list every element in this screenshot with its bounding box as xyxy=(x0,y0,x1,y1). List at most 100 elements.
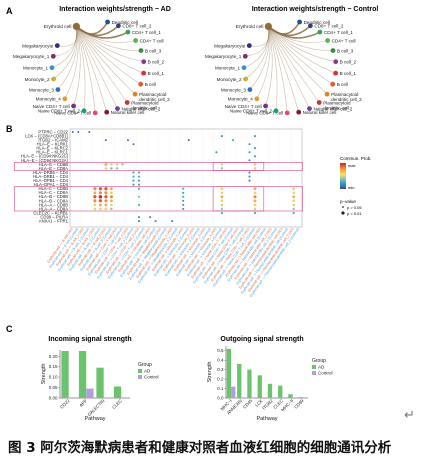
bubble-dot xyxy=(220,199,224,203)
network-node-label: dendritic cell_2 xyxy=(331,97,362,102)
network-node xyxy=(333,59,339,65)
bar-x-axis-label: Pathway xyxy=(256,416,277,422)
bubble-dot xyxy=(182,199,185,202)
network-node xyxy=(308,23,313,29)
bar xyxy=(267,383,273,398)
network-node-label: Natural killer cell_2 xyxy=(314,106,353,111)
network-node xyxy=(307,106,312,111)
network-node xyxy=(92,110,98,116)
bubble-dot xyxy=(220,191,224,195)
network-edge xyxy=(76,26,86,111)
bubble-dot xyxy=(132,179,135,182)
pvalue-legend-small-dot xyxy=(342,206,344,208)
pvalue-legend: p−value p > 0.05 p < 0.01 xyxy=(340,199,362,216)
bar-y-axis-label: Strength xyxy=(41,364,47,385)
bubble-highlight-box xyxy=(212,186,265,212)
bar xyxy=(278,385,283,398)
network-node-label: Plasmacytoid xyxy=(139,92,167,97)
network-node xyxy=(246,43,252,48)
bubble-row-label: HLA−C − CD8B xyxy=(38,186,68,191)
network-node xyxy=(125,29,131,35)
network-node-label: CD8+ T cell_2 xyxy=(122,24,152,29)
colorbar-legend: Commun. Prob. max min xyxy=(340,156,372,190)
network-node-label: B cell xyxy=(145,82,156,87)
network-node xyxy=(50,53,56,59)
bar-y-axis-label: Strength xyxy=(207,362,213,383)
bubble-dot xyxy=(110,191,113,195)
bubble-dot xyxy=(137,203,141,207)
paragraph-return-mark: ↵ xyxy=(404,408,415,423)
bubble-dot xyxy=(292,199,296,203)
network-node xyxy=(81,108,87,114)
colorbar-min-label: min xyxy=(348,185,354,190)
bubble-dot xyxy=(220,163,224,166)
bar-legend-swatch xyxy=(138,369,142,373)
bubble-dot xyxy=(220,135,223,138)
bubble-dot xyxy=(231,138,235,142)
network-node xyxy=(55,87,61,92)
network-node-label: Dendritic cell xyxy=(304,20,330,25)
network-source-label: Erythroid cell xyxy=(236,24,264,30)
network-edge xyxy=(245,26,270,80)
panel-c-signal-strength: Incoming signal strength Outgoing signal… xyxy=(41,336,333,422)
bubble-dot xyxy=(121,163,124,166)
bubble-dot xyxy=(137,179,141,182)
network-edge xyxy=(76,26,144,62)
bubble-grid xyxy=(69,129,303,227)
network-node-label: CD4+ T cell xyxy=(140,38,164,43)
network-node xyxy=(133,38,139,43)
bubble-dot xyxy=(98,191,102,195)
bar xyxy=(257,375,262,398)
bubble-dot xyxy=(220,207,224,211)
network-node xyxy=(138,48,144,53)
network-node xyxy=(273,108,279,114)
bubble-dot xyxy=(253,167,257,170)
network-node-label: Naive CD4+ T cell xyxy=(225,104,262,109)
network-node-label: Naive CD8+ T cell_2 xyxy=(38,109,81,114)
bubble-dot xyxy=(248,159,251,162)
bar-y-tick-label: 0.05 xyxy=(49,385,58,390)
bubble-row-label: PTPRC − CD22 xyxy=(38,129,68,134)
bar-category-label: ITGB2 xyxy=(261,398,274,411)
network-node-label: Megakaryocyte xyxy=(22,43,54,48)
network-node xyxy=(297,19,302,25)
bubble-dot xyxy=(248,179,251,182)
bubble-row-label: HLA−E − CD8A xyxy=(39,166,69,171)
network-edge xyxy=(268,26,333,85)
bubble-dot xyxy=(98,187,103,191)
network-node xyxy=(254,96,260,102)
bubble-row-label: HLA−B − CD8A xyxy=(39,198,69,203)
bubble-row-label: CD99 − PILRA xyxy=(40,215,68,220)
bubble-dot xyxy=(137,183,141,186)
bar-category-label: CD45 xyxy=(242,398,254,410)
network-node xyxy=(330,81,336,87)
network-node xyxy=(124,100,130,105)
bubble-dot xyxy=(182,191,185,194)
bar-legend-title: Group xyxy=(312,358,326,364)
network-node xyxy=(296,109,302,115)
bubble-row-label: CLEC2C − KLRB1 xyxy=(33,210,68,215)
network-node-label: CD4+ T cell xyxy=(332,38,356,43)
network-edge xyxy=(76,26,144,74)
bubble-dot xyxy=(110,207,113,211)
network-edge xyxy=(268,26,328,43)
bubble-row-label: HLA−E − (CD94:NKG2A) xyxy=(21,158,69,163)
bubble-dot xyxy=(93,195,97,199)
bubble-dot xyxy=(137,175,141,178)
network-edge xyxy=(268,26,288,113)
pvalue-legend-title: p−value xyxy=(340,199,356,204)
bubble-row-label: HLA−DPB1 − CD4 xyxy=(33,178,68,183)
bubble-row-label: HLA−E − KLRC1 xyxy=(36,150,68,155)
network-node-label: Monocyte_1 xyxy=(215,66,240,71)
bar-legend-swatch xyxy=(138,375,142,379)
panel-a-network: Interaction weights/strength − AD Intera… xyxy=(13,6,378,116)
network-node-label: Natural killer cell xyxy=(111,110,145,115)
bubble-dot xyxy=(248,151,251,154)
bar xyxy=(86,388,94,398)
bubble-dot xyxy=(292,207,295,211)
network-node-label: Naive CD8+ T cell_2 xyxy=(230,109,273,114)
bubble-dot xyxy=(104,167,108,170)
bubble-dot xyxy=(248,143,251,146)
bubble-dot xyxy=(98,199,103,203)
